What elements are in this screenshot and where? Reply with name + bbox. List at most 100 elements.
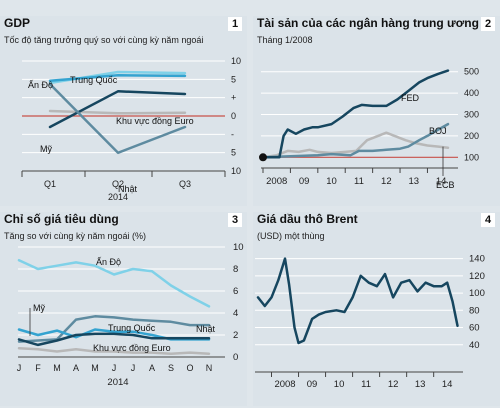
x-tick-label: M <box>91 363 99 373</box>
x-tick-label: Q3 <box>179 179 191 189</box>
panel-number: 2 <box>481 17 495 31</box>
x-tick-label: 12 <box>388 379 399 390</box>
brent-chart: 40 60 80 100 120 140 2008 09 10 11 12 13 14 <box>255 254 485 390</box>
y-tick-label: 60 <box>469 323 480 334</box>
y-tick-label: 0 <box>233 352 238 363</box>
series-line-0 <box>261 69 450 159</box>
x-tick-label: 09 <box>307 379 318 390</box>
start-dot <box>259 153 267 162</box>
y-tick-label: 100 <box>464 152 479 162</box>
panel-title: Giá dầu thô Brent <box>257 212 358 226</box>
y-tick-label: 2 <box>233 330 238 341</box>
y-tick-label: 140 <box>469 254 485 265</box>
series-label: FED <box>401 93 420 103</box>
y-tick-label: 400 <box>464 88 479 98</box>
series-label: ECB <box>436 180 455 190</box>
x-year-label: 2014 <box>108 192 128 202</box>
x-tick-label: F <box>35 363 41 373</box>
panel-subtitle: Tốc độ tăng trưởng quý so với cùng kỳ nă… <box>4 35 204 45</box>
series-label: Mỹ <box>33 303 45 313</box>
x-tick-label: 12 <box>381 176 392 187</box>
series-label: Mỹ <box>40 144 52 154</box>
x-tick-label: 10 <box>326 176 337 187</box>
series-line-2 <box>261 131 450 159</box>
panel-subtitle: (USD) một thùng <box>257 231 325 241</box>
series-line-1 <box>17 315 211 343</box>
series-label: Khu vực đồng Euro <box>116 116 194 126</box>
y-tick-label: 40 <box>469 340 480 351</box>
x-tick-label: J <box>131 363 136 373</box>
panel-subtitle: Tăng so với cùng kỳ năm ngoái (%) <box>4 231 146 241</box>
panel-title: Chỉ số giá tiêu dùng <box>4 212 119 226</box>
x-tick-label: 09 <box>299 176 310 187</box>
y-tick-label: 5 <box>231 148 236 158</box>
x-tick-label: 13 <box>415 379 426 390</box>
x-tick-label: 14 <box>442 379 453 390</box>
series-label: Nhật <box>118 184 138 194</box>
y-tick-label: 10 <box>231 166 241 176</box>
x-tick-label: 13 <box>408 176 419 187</box>
y-tick-label: 5 <box>231 74 236 84</box>
series-line-1 <box>261 122 450 159</box>
x-tick-label: Q2 <box>112 179 124 189</box>
cpi-chart: 0 2 4 6 8 10 J F M A M J J A S O N 2014 Ấn Độ Nhật Trung Quố… <box>17 242 244 388</box>
panel-central-bank-assets: Tài sản của các ngân hàng trung ương 2 T… <box>253 16 500 206</box>
x-tick-label: 10 <box>334 379 345 390</box>
y-tick-label: 10 <box>233 242 244 253</box>
series-label: Trung Quốc <box>108 323 156 333</box>
x-tick-label: S <box>168 363 174 373</box>
series-line-1 <box>48 74 187 83</box>
panel-gdp: GDP 1 Tốc độ tăng trưởng quý so với cùng… <box>0 16 247 206</box>
y-tick-label: 4 <box>233 308 238 319</box>
series-label: Ấn Độ <box>96 257 121 267</box>
x-tick-label: O <box>186 363 193 373</box>
y-tick-label: 8 <box>233 264 238 275</box>
x-tick-label: 2008 <box>266 176 287 187</box>
y-tick-label: 0 <box>231 111 236 121</box>
series-label: Khu vực đồng Euro <box>93 343 171 353</box>
central-bank-assets-chart: 100 200 300 400 500 2008 09 10 11 12 13 14 FED BOJ ECB <box>259 67 479 190</box>
series-line-0 <box>17 258 211 308</box>
x-tick-label: 11 <box>354 176 364 187</box>
y-tick-label: 200 <box>464 131 479 141</box>
panel-number: 3 <box>228 213 242 227</box>
y-tick-label: 80 <box>469 305 480 316</box>
x-tick-label: 14 <box>436 176 447 187</box>
y-tick-label: 300 <box>464 110 479 120</box>
panel-cpi: Chỉ số giá tiêu dùng 3 Tăng so với cùng … <box>0 212 247 406</box>
y-tick-label: 10 <box>231 56 241 66</box>
y-tick-label: 100 <box>469 288 485 299</box>
series-label: Trung Quốc <box>70 75 118 85</box>
x-tick-label: J <box>17 363 22 373</box>
y-tick-label: 120 <box>469 271 485 282</box>
x-tick-label: M <box>53 363 61 373</box>
series-line-2 <box>48 109 187 115</box>
series-line-3 <box>48 90 187 129</box>
y-tick-label: - <box>231 129 234 139</box>
panel-subtitle: Tháng 1/2008 <box>257 35 313 45</box>
panel-brent: Giá dầu thô Brent 4 (USD) một thùng 40 60… <box>253 212 500 406</box>
x-tick-label: A <box>149 363 155 373</box>
y-tick-label: 500 <box>464 67 479 77</box>
panel-number: 4 <box>481 213 495 227</box>
x-tick-label: 11 <box>361 379 371 390</box>
x-tick-label: 2008 <box>274 379 295 390</box>
series-label: Ấn Độ <box>28 80 53 90</box>
x-tick-label: A <box>73 363 79 373</box>
x-tick-label: Q1 <box>44 179 56 189</box>
series-line-4 <box>48 82 187 155</box>
y-tick-label: + <box>231 93 236 103</box>
series-line-4 <box>17 346 211 355</box>
panel-title: Tài sản của các ngân hàng trung ương <box>257 16 479 30</box>
x-tick-label: N <box>206 363 213 373</box>
series-line-3 <box>17 332 211 347</box>
series-label: BOJ <box>429 126 447 136</box>
x-year-label: 2014 <box>107 377 128 388</box>
series-label: Nhật <box>196 324 216 334</box>
panel-number: 1 <box>228 17 242 31</box>
y-tick-label: 6 <box>233 286 238 297</box>
gdp-chart: 10 5 +0 - 5 10 Q1 Q2 Q3 2014 Ấn Độ Trung Quốc Khu vự… <box>21 56 241 202</box>
series-line-0 <box>256 257 459 345</box>
x-tick-label: J <box>112 363 117 373</box>
panel-title: GDP <box>4 16 31 30</box>
